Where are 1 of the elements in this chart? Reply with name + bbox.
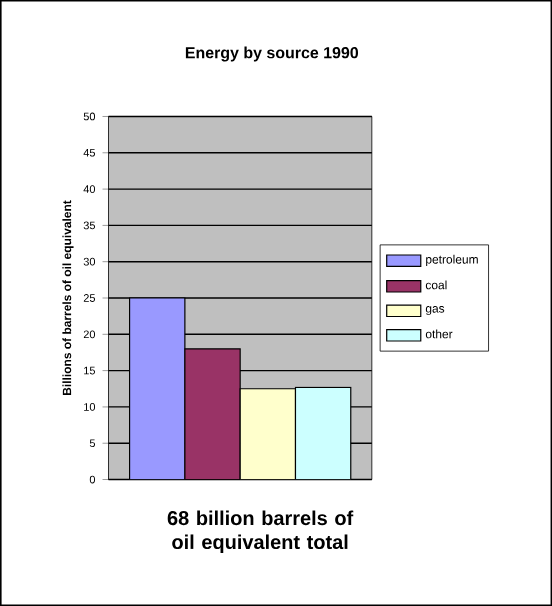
text: 68 billion barrels of oil equivalent total <box>167 510 354 554</box>
